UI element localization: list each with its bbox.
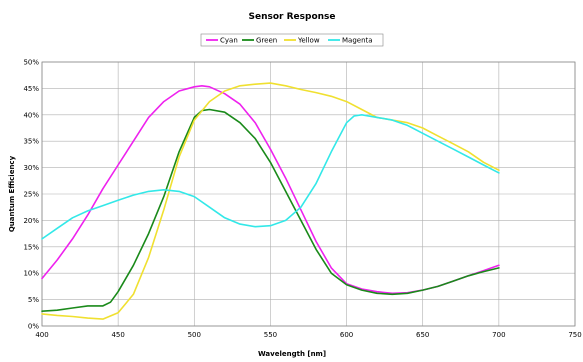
x-tick-label: 550	[264, 331, 277, 339]
y-tick-label: 30%	[23, 164, 39, 172]
x-axis-label: Wavelength [nm]	[258, 350, 326, 358]
x-axis-ticks: 400 450 500 550 600 650 700 750	[35, 331, 581, 339]
legend-label-magenta: Magenta	[342, 37, 373, 45]
y-tick-label: 35%	[23, 138, 39, 146]
y-tick-label: 5%	[28, 296, 39, 304]
y-tick-label: 15%	[23, 243, 39, 251]
series-line-green	[41, 108, 500, 313]
y-tick-label: 25%	[23, 191, 39, 199]
y-tick-label: 10%	[23, 270, 39, 278]
x-tick-label: 650	[416, 331, 429, 339]
series-line-magenta	[41, 114, 500, 240]
legend-label-green: Green	[256, 37, 277, 45]
y-axis-ticks: 0% 5% 10% 15% 20% 25% 30% 35% 40% 45% 50%	[23, 59, 39, 331]
plot-area	[41, 61, 576, 327]
series-line-yellow	[41, 82, 500, 320]
x-tick-label: 500	[188, 331, 201, 339]
y-tick-label: 0%	[28, 323, 39, 331]
y-tick-label: 45%	[23, 85, 39, 93]
legend: Cyan Green Yellow Magenta	[200, 33, 384, 47]
legend-label-yellow: Yellow	[297, 37, 320, 45]
y-axis-label: Quantum Efficiency	[8, 155, 16, 232]
y-tick-label: 50%	[23, 59, 39, 67]
x-tick-label: 450	[111, 331, 124, 339]
chart-title: Sensor Response	[249, 12, 336, 22]
legend-label-cyan: Cyan	[220, 37, 238, 45]
x-tick-label: 400	[35, 331, 48, 339]
series-lines	[41, 82, 500, 320]
x-tick-label: 600	[340, 331, 353, 339]
y-tick-label: 40%	[23, 111, 39, 119]
x-tick-label: 750	[568, 331, 581, 339]
x-tick-label: 700	[492, 331, 505, 339]
y-tick-label: 20%	[23, 217, 39, 225]
